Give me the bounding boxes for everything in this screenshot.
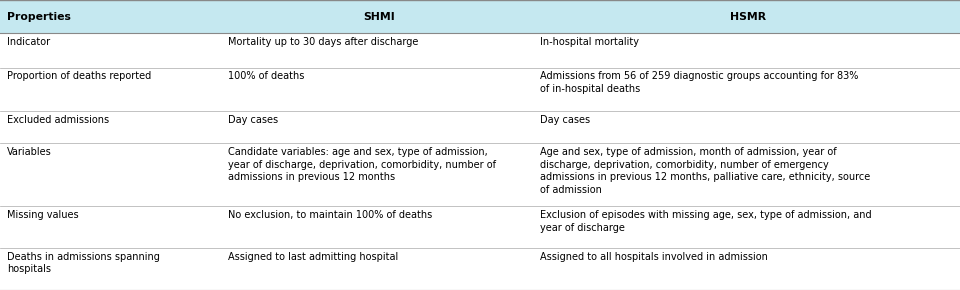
Text: Mortality up to 30 days after discharge: Mortality up to 30 days after discharge — [228, 37, 418, 47]
Text: Variables: Variables — [7, 147, 52, 157]
Bar — [0, 68, 960, 111]
Bar — [0, 143, 960, 206]
Text: Proportion of deaths reported: Proportion of deaths reported — [7, 71, 151, 81]
Text: No exclusion, to maintain 100% of deaths: No exclusion, to maintain 100% of deaths — [228, 210, 432, 220]
Text: Properties: Properties — [7, 12, 71, 21]
Text: Exclusion of episodes with missing age, sex, type of admission, and
year of disc: Exclusion of episodes with missing age, … — [540, 210, 872, 233]
Text: Deaths in admissions spanning
hospitals: Deaths in admissions spanning hospitals — [7, 252, 159, 274]
Bar — [0, 206, 960, 248]
Text: Assigned to last admitting hospital: Assigned to last admitting hospital — [228, 252, 397, 262]
Text: Assigned to all hospitals involved in admission: Assigned to all hospitals involved in ad… — [540, 252, 768, 262]
Text: SHMI: SHMI — [363, 12, 396, 21]
Text: In-hospital mortality: In-hospital mortality — [540, 37, 639, 47]
Text: HSMR: HSMR — [730, 12, 766, 21]
Text: 100% of deaths: 100% of deaths — [228, 71, 304, 81]
Bar — [0, 248, 960, 290]
Text: Day cases: Day cases — [228, 115, 277, 125]
Bar — [0, 33, 960, 68]
Bar — [0, 111, 960, 143]
Text: Day cases: Day cases — [540, 115, 590, 125]
Text: Indicator: Indicator — [7, 37, 50, 47]
Text: Admissions from 56 of 259 diagnostic groups accounting for 83%
of in-hospital de: Admissions from 56 of 259 diagnostic gro… — [540, 71, 859, 94]
Text: Age and sex, type of admission, month of admission, year of
discharge, deprivati: Age and sex, type of admission, month of… — [540, 147, 871, 195]
Bar — [0, 0, 960, 33]
Text: Missing values: Missing values — [7, 210, 79, 220]
Text: Candidate variables: age and sex, type of admission,
year of discharge, deprivat: Candidate variables: age and sex, type o… — [228, 147, 495, 182]
Text: Excluded admissions: Excluded admissions — [7, 115, 108, 125]
